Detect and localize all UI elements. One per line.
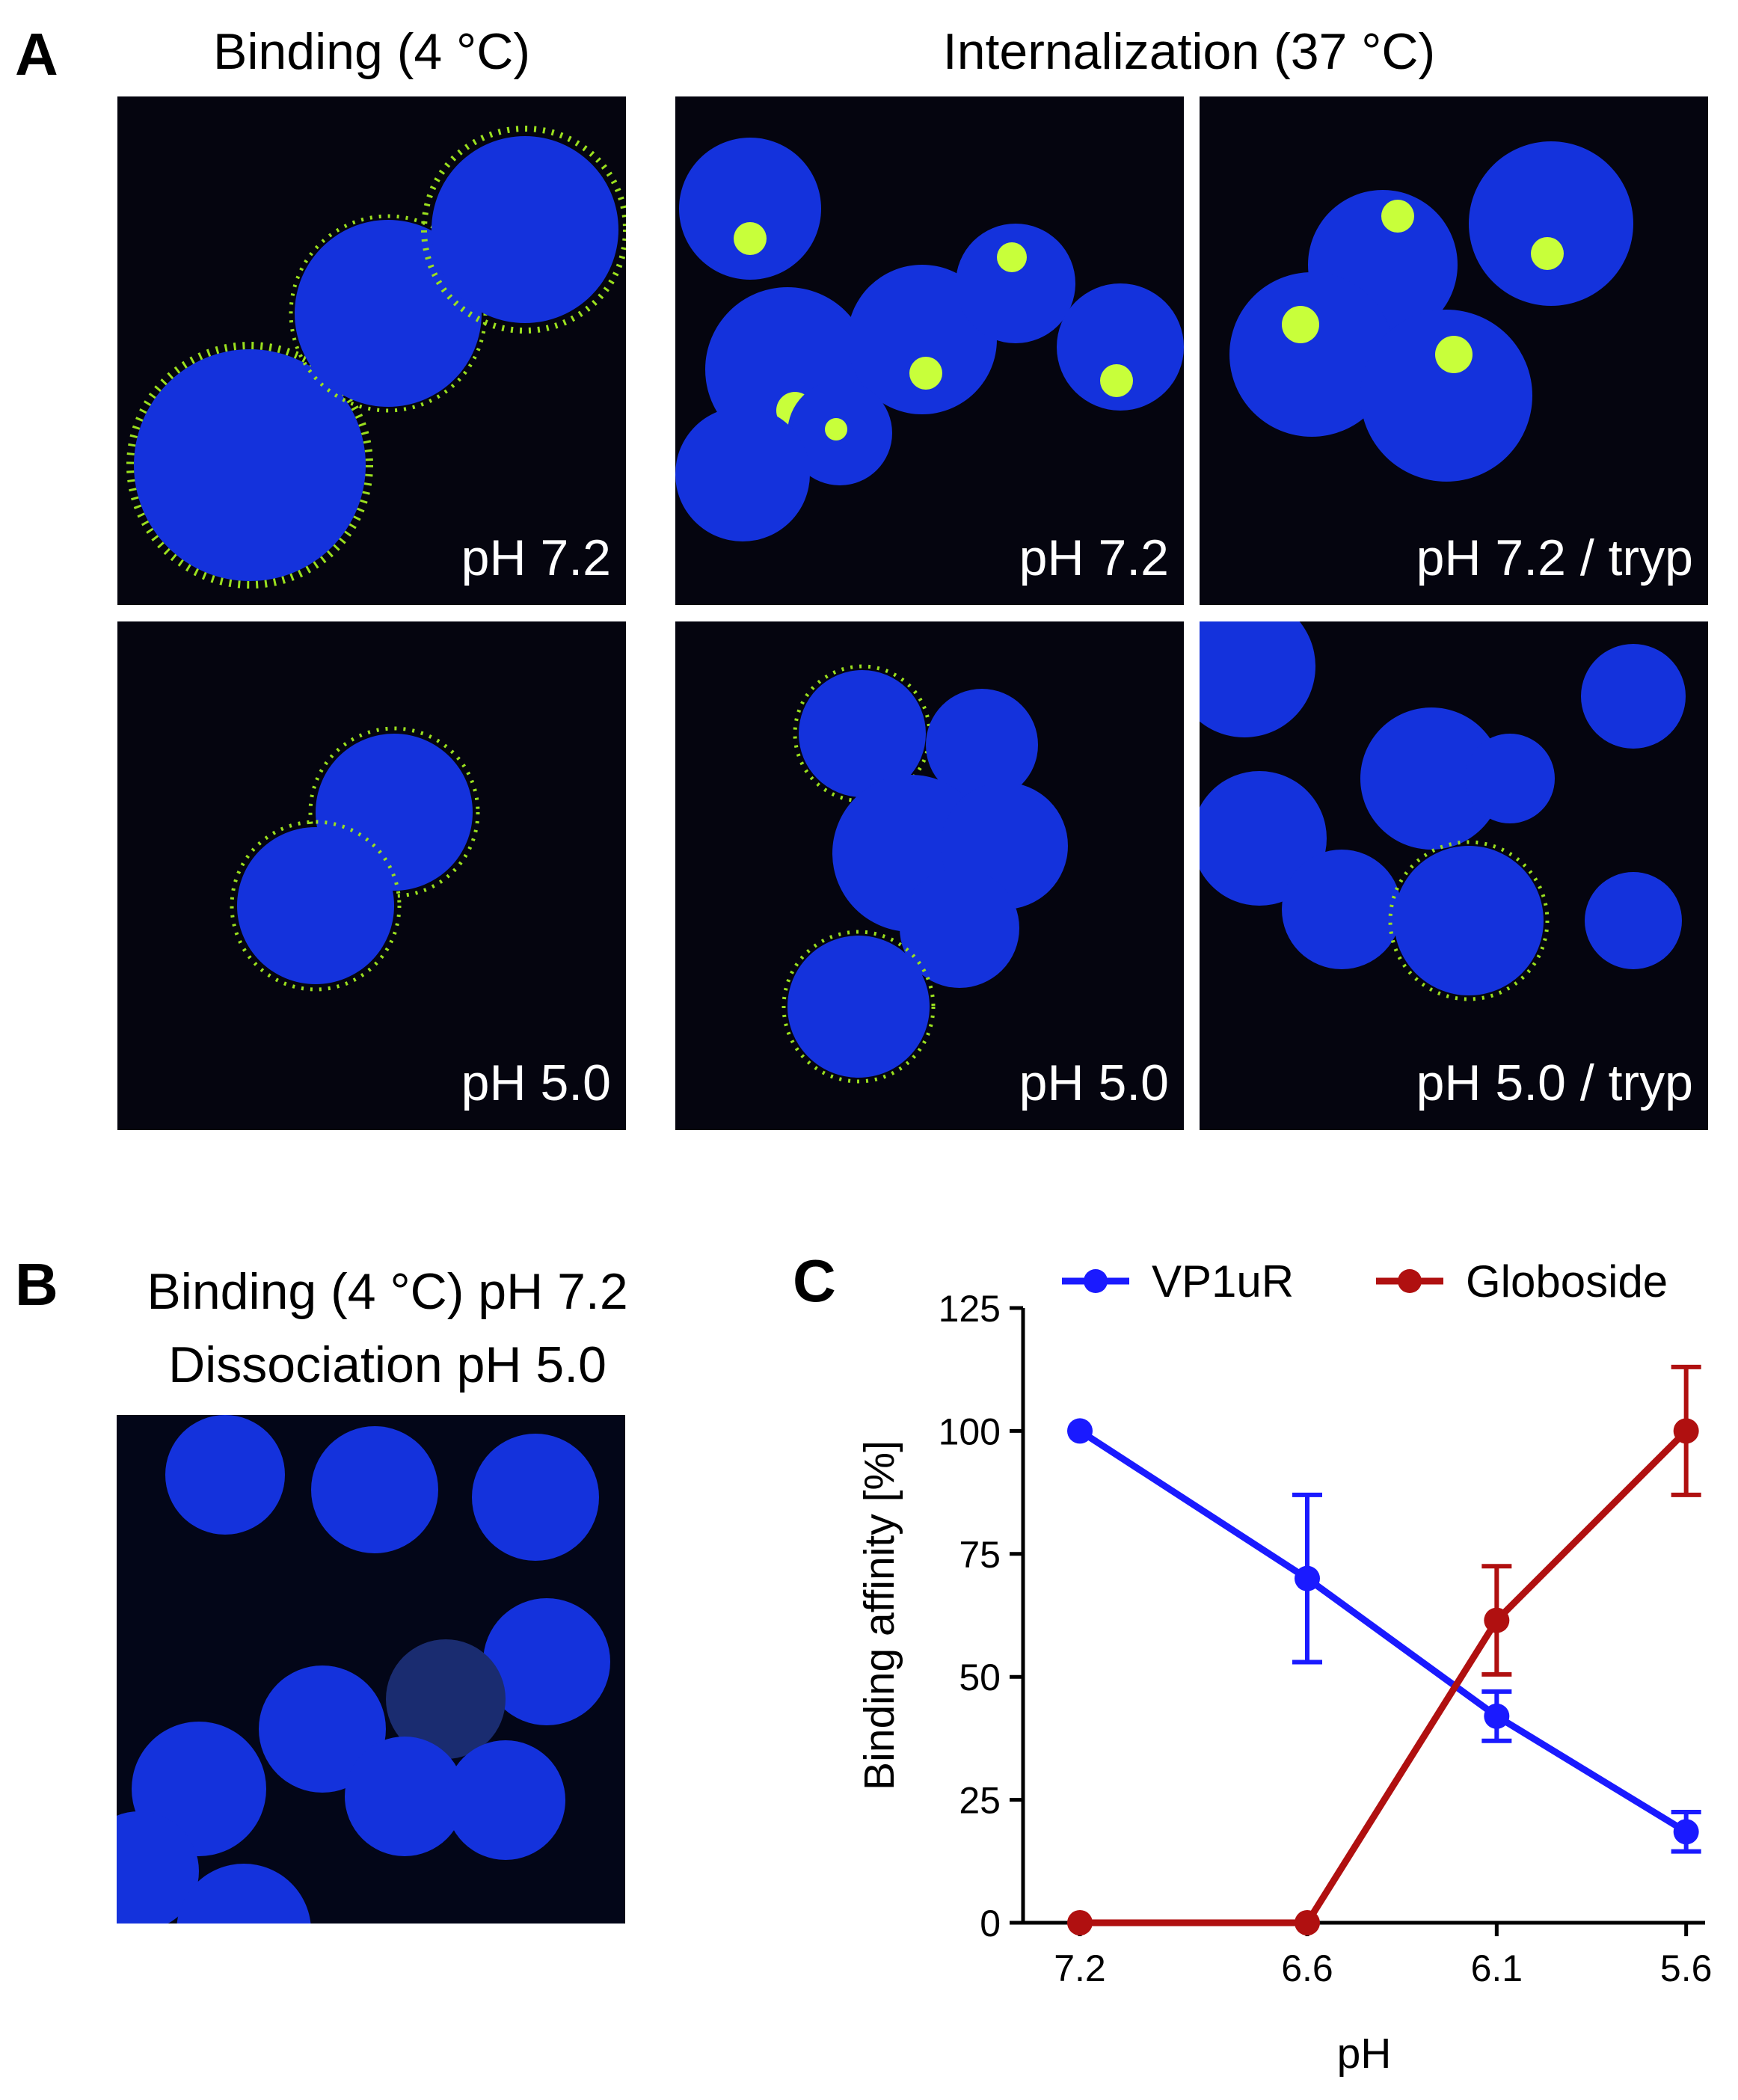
marker <box>1673 1418 1699 1444</box>
legend-label: VP1uR <box>1152 1256 1294 1307</box>
legend-label: Globoside <box>1466 1256 1668 1307</box>
marker <box>1067 1418 1093 1444</box>
marker <box>1673 1819 1699 1845</box>
line <box>1080 1428 1689 1926</box>
marker <box>1484 1607 1510 1633</box>
x-tick-label: 6.1 <box>1471 1947 1523 1989</box>
legend-marker <box>1398 1269 1422 1293</box>
y-tick-label: 25 <box>959 1780 1001 1822</box>
line-chart: 0 25 50 75 100 125 7.2 6.6 6.1 5.6 pH Binding affin… <box>856 1256 1712 2078</box>
marker <box>1484 1703 1510 1729</box>
panel-label: B <box>15 1251 58 1318</box>
marker <box>1295 1910 1320 1935</box>
line <box>1078 1428 1689 1835</box>
x-tick-label: 6.6 <box>1281 1947 1333 1989</box>
micrograph: pH 5.0 <box>117 621 626 1130</box>
y-tick-label: 125 <box>939 1288 1001 1330</box>
micrograph <box>117 1415 625 1924</box>
y-tick-label: 50 <box>959 1657 1001 1698</box>
image-label: pH 7.2 <box>1019 529 1169 586</box>
image-label: pH 5.0 / tryp <box>1416 1054 1693 1111</box>
panel-label: A <box>15 21 58 88</box>
micrograph: pH 5.0 <box>675 621 1184 1130</box>
legend-marker <box>1084 1269 1108 1293</box>
micrograph: pH 7.2 <box>675 96 1184 605</box>
y-tick-label: 100 <box>939 1410 1001 1452</box>
panel-label: C <box>793 1247 836 1314</box>
micrograph: pH 5.0 / tryp <box>1200 621 1708 1130</box>
image-label: pH 7.2 <box>461 529 611 586</box>
x-axis-label: pH <box>1337 2030 1392 2078</box>
panel-title: Internalization (37 °C) <box>943 23 1435 80</box>
panel-title: Dissociation pH 5.0 <box>168 1336 607 1393</box>
y-tick-label: 75 <box>959 1534 1001 1576</box>
micrograph: pH 7.2 <box>117 96 626 605</box>
panel-title: Binding (4 °C) pH 7.2 <box>147 1263 627 1320</box>
image-label: pH 5.0 <box>461 1054 611 1111</box>
panel-title: Binding (4 °C) <box>213 23 530 80</box>
y-axis-label: Binding affinity [%] <box>856 1440 903 1790</box>
micrograph: pH 7.2 / tryp <box>1200 96 1708 605</box>
x-tick-label: 7.2 <box>1054 1947 1106 1989</box>
image-label: pH 5.0 <box>1019 1054 1169 1111</box>
marker <box>1067 1910 1093 1935</box>
image-label: pH 7.2 / tryp <box>1416 529 1693 586</box>
x-tick-label: 5.6 <box>1660 1947 1713 1989</box>
marker <box>1295 1565 1320 1591</box>
y-tick-label: 0 <box>980 1903 1001 1944</box>
